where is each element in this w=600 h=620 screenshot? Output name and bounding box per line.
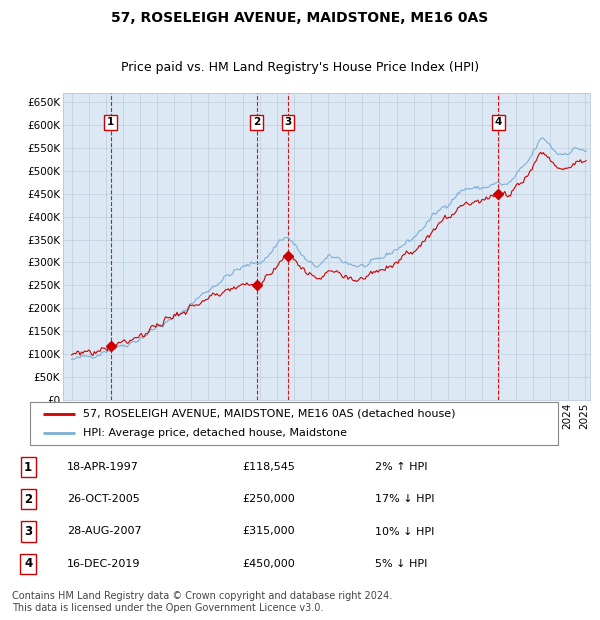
Text: 28-AUG-2007: 28-AUG-2007 (67, 526, 142, 536)
Text: 3: 3 (284, 117, 292, 127)
Text: 1: 1 (24, 461, 32, 474)
Text: 57, ROSELEIGH AVENUE, MAIDSTONE, ME16 0AS (detached house): 57, ROSELEIGH AVENUE, MAIDSTONE, ME16 0A… (83, 409, 455, 419)
Text: 3: 3 (24, 525, 32, 538)
Text: 2: 2 (253, 117, 260, 127)
Text: 5% ↓ HPI: 5% ↓ HPI (375, 559, 427, 569)
FancyBboxPatch shape (30, 402, 558, 445)
Text: £315,000: £315,000 (242, 526, 295, 536)
Text: 10% ↓ HPI: 10% ↓ HPI (375, 526, 434, 536)
Text: £118,545: £118,545 (242, 463, 295, 472)
Text: Price paid vs. HM Land Registry's House Price Index (HPI): Price paid vs. HM Land Registry's House … (121, 61, 479, 74)
Text: 4: 4 (24, 557, 32, 570)
Text: 16-DEC-2019: 16-DEC-2019 (67, 559, 140, 569)
Text: HPI: Average price, detached house, Maidstone: HPI: Average price, detached house, Maid… (83, 428, 347, 438)
Text: £250,000: £250,000 (242, 494, 295, 505)
Text: 2% ↑ HPI: 2% ↑ HPI (375, 463, 427, 472)
Text: 18-APR-1997: 18-APR-1997 (67, 463, 139, 472)
Text: 2: 2 (24, 493, 32, 506)
Text: £450,000: £450,000 (242, 559, 295, 569)
Text: Contains HM Land Registry data © Crown copyright and database right 2024.
This d: Contains HM Land Registry data © Crown c… (12, 591, 392, 613)
Text: 26-OCT-2005: 26-OCT-2005 (67, 494, 139, 505)
Text: 4: 4 (495, 117, 502, 127)
Text: 17% ↓ HPI: 17% ↓ HPI (375, 494, 434, 505)
Text: 57, ROSELEIGH AVENUE, MAIDSTONE, ME16 0AS: 57, ROSELEIGH AVENUE, MAIDSTONE, ME16 0A… (112, 11, 488, 25)
Text: 1: 1 (107, 117, 115, 127)
